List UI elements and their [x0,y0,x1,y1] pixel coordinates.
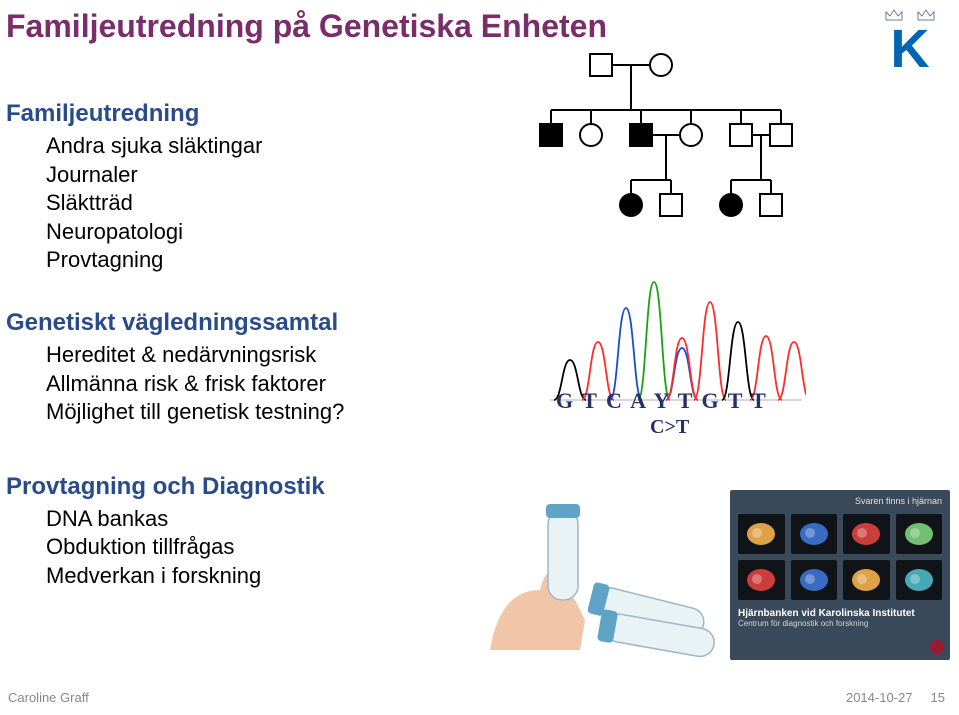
logo-letter: K [875,25,945,74]
footer-author: Caroline Graff [8,690,89,705]
section-title: Familjeutredning [6,100,476,128]
list-item: Medverkan i forskning [46,562,476,591]
brainbank-card: Svaren finns i hjärnan [730,490,950,660]
list-item: Hereditet & nedärvningsrisk [46,341,476,370]
brain-scan-icon [896,560,943,600]
footer-date: 2014-10-27 [846,690,913,705]
list-item: Andra sjuka släktingar [46,132,476,161]
list-item: Obduktion tillfrågas [46,533,476,562]
section-provtagning: Provtagning och Diagnostik DNA bankas Ob… [6,473,476,591]
ki-logo: K [875,4,945,74]
list-item: Provtagning [46,246,476,275]
brain-grid [738,514,942,600]
brain-scan-icon [791,560,838,600]
list-item: Journaler [46,161,476,190]
brain-scan-icon [843,514,890,554]
footer-meta: 2014-10-27 15 [846,690,945,705]
list-item: Släktträd [46,189,476,218]
section-title: Provtagning och Diagnostik [6,473,476,501]
section-familjeutredning: Familjeutredning Andra sjuka släktingar … [6,100,476,275]
brainbank-sub: Centrum för diagnostik och forskning [738,619,942,628]
brain-scan-icon [738,560,785,600]
list-item: DNA bankas [46,505,476,534]
brain-scan-icon [896,514,943,554]
page-title: Familjeutredning på Genetiska Enheten [6,8,607,45]
brain-scan-icon [791,514,838,554]
section-title: Genetiskt vägledningssamtal [6,309,476,337]
list-item: Allmänna risk & frisk faktorer [46,370,476,399]
footer-page: 15 [931,690,945,705]
brain-scan-icon [843,560,890,600]
sequence-letters: G T C A Y T G T T [556,388,768,414]
list-item: Möjlighet till genetisk testning? [46,398,476,427]
ki-badge-icon [930,640,944,654]
pedigree-diagram [530,46,830,246]
brainbank-tagline: Svaren finns i hjärnan [738,496,942,506]
sample-tubes-image [490,490,720,660]
brain-scan-icon [738,514,785,554]
sequence-mutation: C>T [650,416,689,439]
brainbank-title: Hjärnbanken vid Karolinska Institutet [738,608,942,619]
content-column: Familjeutredning Andra sjuka släktingar … [6,100,476,591]
section-genetiskt: Genetiskt vägledningssamtal Hereditet & … [6,309,476,427]
list-item: Neuropatologi [46,218,476,247]
